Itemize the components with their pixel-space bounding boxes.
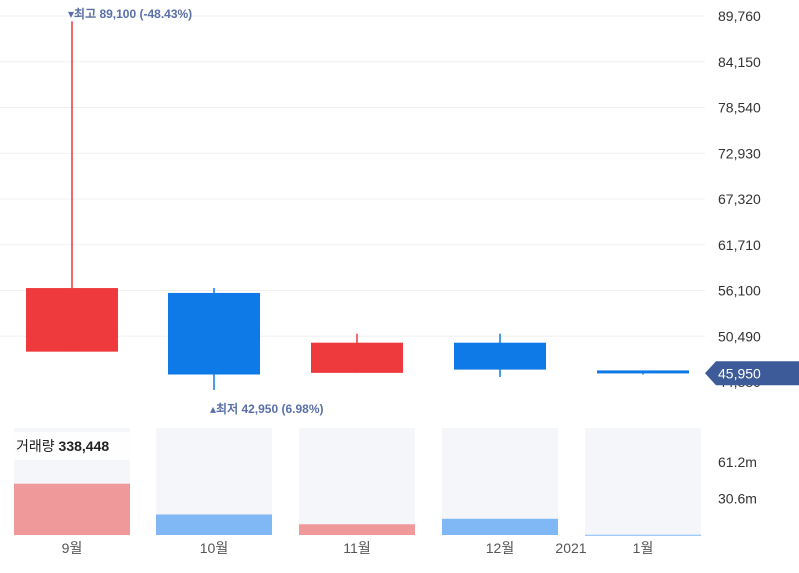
candle-body (26, 288, 118, 352)
low-annotation: ▴최저 42,950 (6.98%) (210, 401, 324, 416)
price-tick-label: 61,710 (718, 237, 761, 253)
price-tick-label: 67,320 (718, 191, 761, 207)
volume-bar (585, 534, 701, 536)
volume-bar (14, 483, 130, 535)
volume-bar (442, 518, 558, 535)
volume-current-value: 338,448 (58, 438, 110, 454)
annotations: ▾최고 89,100 (-48.43%) ▴최저 42,950 (6.98%) (68, 6, 324, 416)
current-price-label: 45,950 (718, 365, 761, 381)
volume-label-text: 거래량 (16, 438, 55, 454)
volume-bars (14, 483, 701, 536)
volume-label: 거래량 338,448 (10, 432, 134, 460)
month-label: 12월 (486, 540, 514, 556)
volume-panel (442, 428, 558, 535)
candle-body (454, 342, 546, 370)
candlestick-series (26, 21, 689, 390)
month-label: 10월 (200, 540, 228, 556)
candle-body (597, 370, 689, 374)
volume-panel (585, 428, 701, 535)
price-tick-label: 78,540 (718, 100, 761, 116)
price-tick-label: 50,490 (718, 328, 761, 344)
volume-axis: 61.2m 30.6m (718, 454, 757, 507)
current-price-marker: 45,950 (705, 361, 799, 386)
month-label: 1월 (633, 540, 654, 556)
volume-bar (156, 514, 272, 535)
volume-bar (299, 524, 415, 535)
month-axis: 9월 10월 11월 12월 1월 2021 (62, 540, 654, 556)
candle-body (168, 292, 260, 375)
candle-body (311, 342, 403, 373)
high-annotation: ▾최고 89,100 (-48.43%) (68, 6, 192, 21)
price-tick-label: 89,760 (718, 8, 761, 24)
year-marker: 2021 (555, 540, 586, 556)
price-axis: 89,760 84,150 78,540 72,930 67,320 61,710 56,1… (718, 8, 761, 390)
month-label: 9월 (62, 540, 83, 556)
price-tick-label: 56,100 (718, 283, 761, 299)
current-price-badge (705, 361, 799, 386)
price-tick-label: 72,930 (718, 145, 761, 161)
volume-panel (299, 428, 415, 535)
month-label: 11월 (343, 540, 370, 556)
price-tick-label: 84,150 (718, 54, 761, 70)
volume-tick-label: 30.6m (718, 491, 757, 507)
volume-tick-label: 61.2m (718, 454, 757, 470)
